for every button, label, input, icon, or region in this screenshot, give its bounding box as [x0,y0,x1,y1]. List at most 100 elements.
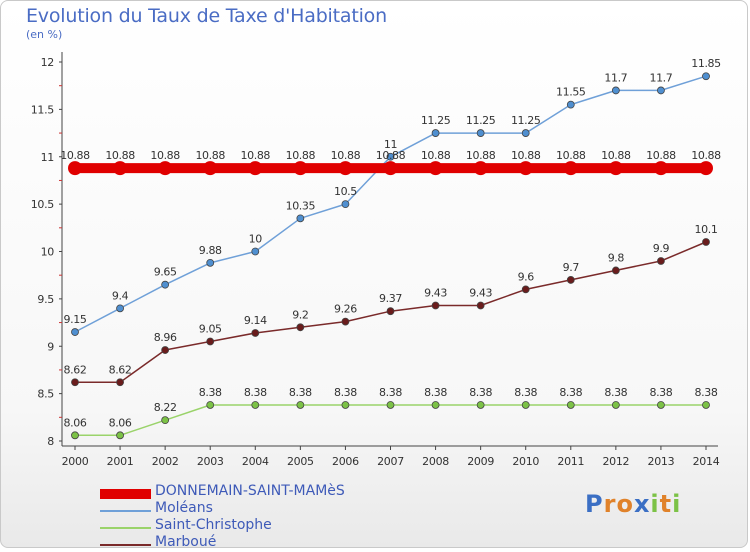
logo-letter: P [585,490,604,518]
data-point [386,152,395,161]
data-label: 11.25 [421,114,451,127]
data-point [521,285,530,294]
data-label: 8.38 [695,386,718,399]
data-point [158,161,173,176]
data-label: 10.88 [60,149,90,162]
data-label: 10.88 [421,149,451,162]
data-label: 11.55 [556,86,586,99]
data-point [702,401,710,409]
logo-letter: i [650,490,660,518]
x-tick-label: 2006 [332,455,359,468]
data-label: 9.14 [244,314,267,327]
data-label: 8.62 [64,363,87,376]
data-label: 9.15 [64,313,87,326]
data-label: 9.8 [608,251,625,264]
y-tick-label: 10 [41,246,55,259]
y-tick-label: 11.5 [31,103,55,116]
data-point [386,307,395,316]
data-point [611,86,620,95]
data-label: 8.38 [514,386,537,399]
data-label: 8.22 [154,401,177,414]
data-point [476,401,485,409]
proxiti-logo: Proxiti [585,490,681,518]
data-label: 11.85 [691,57,721,70]
data-point [296,214,305,223]
y-tick-label: 11 [41,151,54,164]
y-tick-label: 12 [41,56,54,69]
x-tick-label: 2001 [107,455,134,468]
x-tick-label: 2014 [693,455,720,468]
data-point [386,401,395,409]
x-tick-label: 2009 [467,455,494,468]
x-tick-label: 2012 [602,455,629,468]
chart-subtitle: (en %) [26,28,63,41]
data-point [611,266,620,275]
data-label: 9.26 [334,303,357,316]
data-point [657,257,665,265]
data-label: 9.4 [112,289,129,302]
data-point [699,161,713,176]
data-point [161,416,170,425]
data-point [341,317,350,326]
logo-letter: i [672,490,682,518]
data-point [251,329,260,337]
data-point [293,161,308,176]
data-label: 9.65 [154,266,177,279]
data-label: 8.62 [109,363,132,376]
data-point [338,161,353,176]
data-point [341,200,350,209]
legend-label: Marboué [155,534,217,550]
y-tick-label: 9.5 [37,293,54,306]
data-point [431,401,440,409]
data-point [161,280,170,289]
data-point [431,129,440,137]
legend-label: Moléans [155,500,213,516]
data-point [341,401,350,409]
x-tick-label: 2007 [377,455,404,468]
data-point [206,337,215,346]
legend-label: Saint-Christophe [155,517,272,533]
data-label: 8.38 [199,386,222,399]
legend-swatch [100,544,151,546]
data-label: 11.7 [649,71,672,84]
data-label: 8.38 [379,386,402,399]
data-label: 10.5 [334,185,357,198]
y-tick-label: 8.5 [37,388,54,401]
data-label: 10.88 [646,149,676,162]
data-point [116,431,124,440]
data-label: 9.43 [469,287,492,300]
data-label: 10.88 [105,149,135,162]
data-label: 10.88 [376,149,406,162]
data-label: 8.38 [469,386,492,399]
data-point [206,401,215,409]
x-tick-label: 2013 [648,455,675,468]
data-label: 8.38 [424,386,447,399]
data-label: 9.88 [199,244,222,257]
data-point [566,276,575,284]
data-label: 9.37 [379,292,402,305]
data-label: 10.88 [556,149,586,162]
data-label: 9.6 [518,270,535,283]
x-tick-label: 2008 [422,455,449,468]
data-point [653,161,668,176]
data-point [296,401,305,409]
data-point [657,86,665,95]
data-point [116,304,124,313]
x-tick-label: 2004 [242,455,269,468]
data-label: 9.2 [292,308,308,321]
logo-letter: x [633,490,651,518]
data-label: 11.25 [511,114,541,127]
data-point [428,161,443,176]
data-label: 8.38 [559,386,582,399]
x-tick-label: 2002 [152,455,179,468]
data-label: 8.06 [109,416,132,429]
data-label: 10.88 [511,149,541,162]
data-point [296,323,305,332]
data-point [71,328,79,336]
data-point [657,401,665,409]
legend-swatch [100,489,151,499]
data-label: 8.06 [64,416,87,429]
data-label: 9.43 [424,287,447,300]
data-point [566,100,575,109]
logo-letter: o [616,490,634,518]
